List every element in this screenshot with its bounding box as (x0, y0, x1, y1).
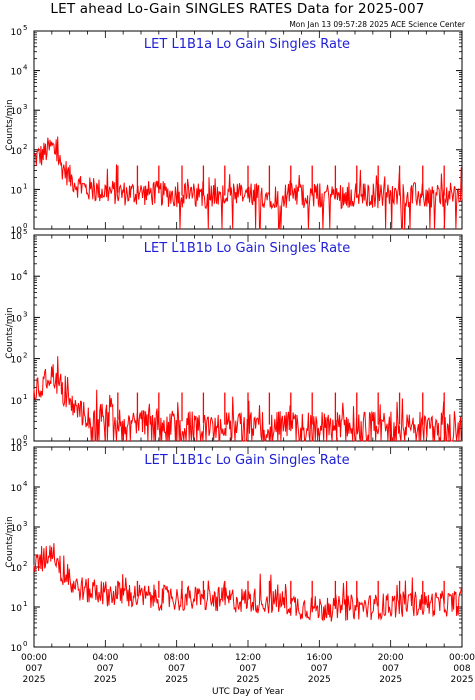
x-tick-label: 20:00 (378, 653, 404, 663)
y-tick-label: 10 (11, 147, 23, 157)
x-tick-label: 2025 (379, 675, 402, 685)
x-tick-label: 04:00 (92, 653, 118, 663)
y-tick-label: 10 (11, 273, 23, 283)
panel-title: LET L1B1a Lo Gain Singles Rate (144, 37, 350, 52)
x-tick-label: 007 (382, 664, 399, 674)
x-tick-label: 007 (168, 664, 185, 674)
y-tick-label-exponent: 4 (23, 480, 28, 488)
y-tick-label: 10 (11, 604, 23, 614)
y-tick-label: 10 (11, 314, 23, 324)
y-tick-label-exponent: 4 (23, 269, 28, 277)
x-tick-label: 2025 (451, 675, 474, 685)
y-tick-label: 10 (11, 397, 23, 407)
y-tick-label: 10 (11, 107, 23, 117)
y-tick-label: 10 (11, 438, 23, 448)
y-axis-label: Counts/min (5, 99, 15, 150)
y-tick-label-exponent: 2 (23, 352, 27, 360)
x-tick-label: 12:00 (235, 653, 261, 663)
x-tick-label: 2025 (165, 675, 188, 685)
data-series-line (33, 136, 463, 230)
y-tick-label-exponent: 4 (23, 64, 28, 72)
x-tick-label: 008 (453, 664, 470, 674)
timestamp: Mon Jan 13 09:57:28 2025 ACE Science Cen… (289, 20, 465, 29)
x-tick-label: 2025 (23, 675, 46, 685)
y-axis-label: Counts/min (5, 307, 15, 358)
y-tick-label-exponent: 5 (23, 440, 27, 448)
y-tick-label: 10 (11, 564, 23, 574)
y-tick-label-exponent: 2 (23, 143, 27, 151)
y-tick-label-exponent: 5 (23, 228, 27, 236)
y-tick-label: 10 (11, 484, 23, 494)
y-tick-label-exponent: 0 (23, 640, 27, 648)
y-tick-label-exponent: 1 (23, 182, 27, 190)
y-tick-label: 10 (11, 356, 23, 366)
x-tick-label: 2025 (237, 675, 260, 685)
y-tick-label: 10 (11, 28, 23, 38)
x-tick-label: 007 (239, 664, 256, 674)
y-tick-label: 10 (11, 444, 23, 454)
y-tick-label: 10 (11, 68, 23, 78)
x-tick-label: 007 (97, 664, 114, 674)
x-tick-label: 2025 (308, 675, 331, 685)
y-tick-label: 10 (11, 226, 23, 236)
y-tick-label-exponent: 0 (23, 434, 27, 442)
y-tick-label-exponent: 3 (23, 310, 27, 318)
x-tick-label: 08:00 (164, 653, 190, 663)
panel-title: LET L1B1b Lo Gain Singles Rate (144, 241, 350, 256)
y-tick-label-exponent: 1 (23, 600, 27, 608)
x-tick-label: 16:00 (306, 653, 332, 663)
y-tick-label-exponent: 3 (23, 103, 27, 111)
x-tick-label: 00:00 (449, 653, 475, 663)
y-axis-label: Counts/min (5, 516, 15, 567)
y-tick-label-exponent: 0 (23, 222, 27, 230)
page-title: LET ahead Lo-Gain SINGLES RATES Data for… (50, 1, 425, 17)
x-tick-label: 007 (311, 664, 328, 674)
y-tick-label: 10 (11, 524, 23, 534)
y-tick-label: 10 (11, 644, 23, 654)
x-tick-label: 00:00 (21, 653, 47, 663)
x-tick-label: 007 (25, 664, 42, 674)
y-tick-label-exponent: 2 (23, 560, 27, 568)
y-tick-label: 10 (11, 232, 23, 242)
plot-frame (33, 446, 463, 648)
y-tick-label-exponent: 3 (23, 520, 27, 528)
y-tick-label-exponent: 5 (23, 24, 27, 32)
x-axis-label: UTC Day of Year (212, 687, 284, 697)
x-tick-label: 2025 (94, 675, 117, 685)
y-tick-label-exponent: 1 (23, 393, 27, 401)
panel-title: LET L1B1c Lo Gain Singles Rate (144, 453, 349, 468)
data-series-line (33, 356, 462, 442)
y-tick-label: 10 (11, 186, 23, 196)
